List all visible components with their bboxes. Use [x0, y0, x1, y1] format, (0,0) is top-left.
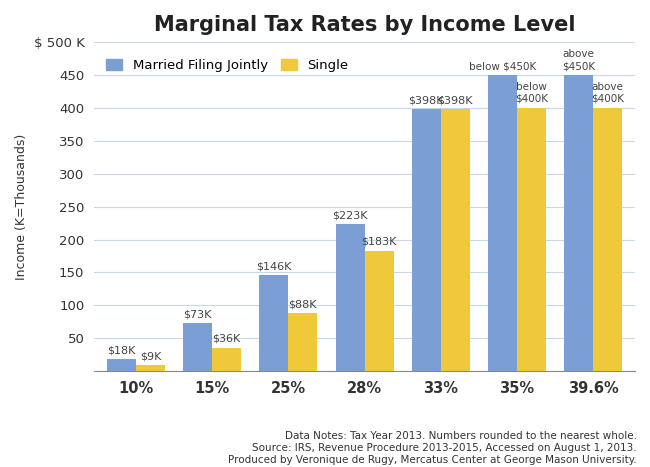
Bar — [335, 225, 365, 371]
Y-axis label: Income (K=Thousands): Income (K=Thousands) — [15, 134, 28, 280]
Bar — [593, 108, 622, 371]
Text: $73K: $73K — [183, 309, 212, 319]
Text: below $450K: below $450K — [469, 61, 536, 71]
Bar — [412, 109, 441, 371]
Text: $9K: $9K — [140, 351, 161, 361]
Text: Data Notes: Tax Year 2013. Numbers rounded to the nearest whole.
Source: IRS, Re: Data Notes: Tax Year 2013. Numbers round… — [228, 432, 637, 465]
Text: above
$400K: above $400K — [591, 82, 624, 104]
Bar — [564, 75, 593, 371]
Bar — [441, 109, 470, 371]
Title: Marginal Tax Rates by Income Level: Marginal Tax Rates by Income Level — [154, 15, 575, 35]
Text: $398K: $398K — [409, 95, 444, 105]
Bar — [136, 365, 165, 371]
Bar — [183, 323, 213, 371]
Text: $18K: $18K — [107, 346, 136, 355]
Bar — [365, 251, 393, 371]
Text: $36K: $36K — [213, 333, 240, 344]
Text: $88K: $88K — [289, 299, 317, 309]
Text: $183K: $183K — [361, 237, 396, 247]
Bar — [517, 108, 546, 371]
Text: below
$400K: below $400K — [515, 82, 548, 104]
Bar — [259, 275, 289, 371]
Text: $146K: $146K — [256, 261, 292, 271]
Bar — [213, 347, 241, 371]
Text: $223K: $223K — [332, 211, 368, 220]
Bar — [107, 360, 136, 371]
Text: above
$450K: above $450K — [562, 50, 595, 71]
Legend: Married Filing Jointly, Single: Married Filing Jointly, Single — [106, 58, 348, 72]
Bar — [289, 313, 317, 371]
Text: $398K: $398K — [437, 95, 473, 105]
Bar — [488, 75, 517, 371]
